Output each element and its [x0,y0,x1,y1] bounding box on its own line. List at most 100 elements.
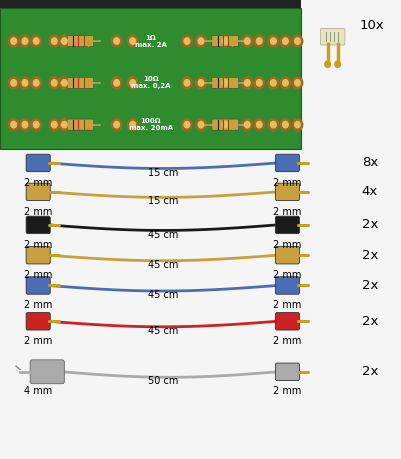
Circle shape [127,35,138,47]
Circle shape [279,35,290,47]
Circle shape [294,38,300,45]
Circle shape [33,79,39,86]
Text: 2 mm: 2 mm [273,300,301,310]
Circle shape [334,61,340,67]
Text: 2 mm: 2 mm [24,240,52,250]
Circle shape [219,119,230,130]
Circle shape [11,38,16,45]
Text: 45 cm: 45 cm [147,260,178,270]
Text: 2x: 2x [361,218,377,231]
Circle shape [256,79,261,86]
Text: 2 mm: 2 mm [24,270,52,280]
Circle shape [241,77,252,89]
Circle shape [31,119,41,130]
Circle shape [195,35,206,47]
Circle shape [184,121,189,128]
FancyBboxPatch shape [26,216,50,234]
Circle shape [59,119,69,130]
FancyBboxPatch shape [30,360,64,384]
Circle shape [127,119,138,130]
Circle shape [130,79,135,86]
Circle shape [279,119,290,130]
FancyBboxPatch shape [26,277,50,294]
Circle shape [195,77,206,89]
Text: 4 mm: 4 mm [24,386,52,397]
Circle shape [51,121,57,128]
FancyBboxPatch shape [67,119,93,130]
Text: 2x: 2x [361,279,377,292]
Circle shape [33,38,39,45]
Circle shape [292,35,302,47]
Circle shape [219,35,230,47]
Circle shape [20,77,30,89]
Circle shape [244,121,249,128]
FancyBboxPatch shape [26,313,50,330]
Text: 2 mm: 2 mm [24,207,52,217]
Circle shape [113,79,119,86]
Text: 4x: 4x [361,185,377,198]
FancyBboxPatch shape [275,246,299,264]
Circle shape [111,35,122,47]
Text: 1Ω
max. 2A: 1Ω max. 2A [134,34,166,48]
Text: 2 mm: 2 mm [273,178,301,188]
Circle shape [253,119,264,130]
Circle shape [59,35,69,47]
Circle shape [61,121,67,128]
FancyBboxPatch shape [275,183,299,201]
Circle shape [49,77,59,89]
Circle shape [20,119,30,130]
Circle shape [22,79,28,86]
Text: 2x: 2x [361,249,377,262]
Text: 50 cm: 50 cm [147,376,178,386]
Circle shape [219,77,230,89]
FancyBboxPatch shape [67,35,93,46]
Text: 2 mm: 2 mm [273,207,301,217]
Text: 2 mm: 2 mm [273,336,301,346]
Circle shape [244,79,249,86]
Circle shape [181,35,192,47]
Circle shape [292,77,302,89]
Circle shape [241,35,252,47]
Text: 2 mm: 2 mm [273,270,301,280]
FancyBboxPatch shape [26,183,50,201]
Circle shape [198,79,203,86]
FancyBboxPatch shape [67,77,93,88]
Circle shape [20,35,30,47]
Circle shape [130,121,135,128]
Circle shape [181,119,192,130]
Circle shape [270,121,275,128]
FancyBboxPatch shape [275,363,299,381]
Text: 2 mm: 2 mm [24,300,52,310]
Circle shape [51,79,57,86]
Circle shape [22,121,28,128]
Circle shape [294,79,300,86]
Circle shape [244,38,249,45]
Text: 8x: 8x [361,157,377,169]
Text: 2x: 2x [361,365,377,378]
Circle shape [256,38,261,45]
Circle shape [282,38,288,45]
FancyBboxPatch shape [275,154,299,172]
Text: 100Ω
max. 20mA: 100Ω max. 20mA [128,118,172,131]
Circle shape [61,79,67,86]
Circle shape [253,35,264,47]
FancyBboxPatch shape [26,154,50,172]
Circle shape [184,79,189,86]
Text: 2x: 2x [361,315,377,328]
Text: 10Ω
max. 0,2A: 10Ω max. 0,2A [131,76,170,90]
Bar [0,8,301,149]
Circle shape [31,35,41,47]
Circle shape [22,38,28,45]
Bar [0,0,301,8]
Circle shape [184,38,189,45]
FancyBboxPatch shape [320,28,344,45]
Circle shape [282,79,288,86]
Circle shape [31,77,41,89]
Circle shape [51,38,57,45]
Circle shape [267,35,278,47]
FancyBboxPatch shape [275,313,299,330]
Circle shape [8,119,19,130]
Circle shape [267,119,278,130]
FancyBboxPatch shape [211,77,238,88]
Circle shape [49,35,59,47]
